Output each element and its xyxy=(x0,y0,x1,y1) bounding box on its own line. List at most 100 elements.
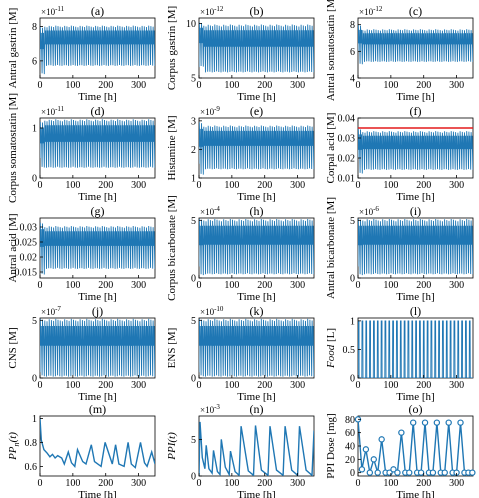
data-point xyxy=(457,419,464,426)
subplot-m: 0 100 200 300 0.6 0.8 1 Time [h] (m) PPn(t) xyxy=(7,402,156,498)
subplot-h: 0 100 200 300 0 5 Time [h] (h) ×10-4 Corpus bicar… xyxy=(166,195,315,303)
x-tick-label: 300 xyxy=(290,180,305,191)
x-tick-label: 0 xyxy=(197,80,202,91)
x-tick-label: 300 xyxy=(290,478,305,489)
y-tick-label: 3 xyxy=(191,116,196,127)
x-tick-label: 100 xyxy=(65,478,80,489)
x-axis-label: Time [h] xyxy=(237,291,275,303)
x-tick-label: 0 xyxy=(356,80,361,91)
x-axis-label: Time [h] xyxy=(78,91,116,103)
series-line xyxy=(40,25,155,75)
y-tick-label: 0 xyxy=(32,374,37,385)
y-tick-label: 8 xyxy=(350,20,355,31)
x-tick-label: 100 xyxy=(65,180,80,191)
panel-label: (k) xyxy=(250,304,264,318)
x-tick-label: 0 xyxy=(197,180,202,191)
y-axis-label: CNS [M] xyxy=(7,327,19,368)
y-tick-label: 5 xyxy=(191,74,196,85)
x-tick-label: 200 xyxy=(416,280,431,291)
x-tick-label: 0 xyxy=(38,478,43,489)
panel-label: (c) xyxy=(409,4,422,18)
x-axis-label: Time [h] xyxy=(396,191,434,203)
x-tick-label: 200 xyxy=(416,478,431,489)
y-tick-label: 0 xyxy=(350,374,355,385)
series-line xyxy=(358,419,473,475)
data-point xyxy=(417,469,425,476)
y-tick-label: 0.03 xyxy=(338,134,356,145)
x-tick-label: 200 xyxy=(257,380,272,391)
x-axis-label: Time [h] xyxy=(396,91,434,103)
y-tick-label: 5 xyxy=(32,316,37,327)
series-line xyxy=(40,318,155,377)
y-axis-label: Antral gastrin [M] xyxy=(7,8,19,89)
y-tick-label: 8 xyxy=(32,22,37,33)
y-tick-label: 10 xyxy=(186,19,196,30)
x-tick-label: 200 xyxy=(98,380,113,391)
series-line xyxy=(199,22,314,73)
y-tick-label: 0 xyxy=(191,374,196,385)
x-axis-label: Time [h] xyxy=(237,91,275,103)
x-tick-label: 100 xyxy=(224,380,239,391)
y-tick-label: 6 xyxy=(32,56,37,67)
panel-label: (g) xyxy=(91,204,105,218)
x-tick-label: 200 xyxy=(98,478,113,489)
x-tick-label: 0 xyxy=(38,280,43,291)
data-point xyxy=(445,419,452,426)
y-tick-label: 1 xyxy=(191,174,196,185)
y-tick-label: 40 xyxy=(345,442,355,453)
panel-label: (n) xyxy=(250,402,264,416)
x-tick-label: 100 xyxy=(383,380,398,391)
y-tick-label: 6 xyxy=(350,47,355,58)
y-tick-label: 0.5 xyxy=(343,345,356,356)
y-axis-label: Corpal acid [M] xyxy=(325,113,337,184)
y-tick-label: 5 xyxy=(191,216,196,227)
x-axis-label: Time [h] xyxy=(396,489,434,498)
y-axis-label: Antral acid [M] xyxy=(7,213,19,282)
y-tick-label: 5 xyxy=(191,435,196,446)
x-tick-label: 0 xyxy=(38,80,43,91)
y-axis-label: ENS [M] xyxy=(166,328,178,369)
data-point xyxy=(374,469,381,476)
x-tick-label: 300 xyxy=(449,380,464,391)
y-axis-label: PPI Dose [mg] xyxy=(325,413,337,478)
data-point xyxy=(421,419,429,426)
x-tick-label: 300 xyxy=(449,180,464,191)
x-tick-label: 300 xyxy=(131,180,146,191)
series-line xyxy=(40,119,155,168)
x-tick-label: 100 xyxy=(224,478,239,489)
x-tick-label: 0 xyxy=(38,380,43,391)
x-axis-label: Time [h] xyxy=(396,391,434,403)
data-point xyxy=(366,469,374,476)
y-tick-label: 0 xyxy=(350,468,355,479)
x-tick-label: 200 xyxy=(98,80,113,91)
y-tick-label: 4 xyxy=(350,74,355,85)
x-tick-label: 100 xyxy=(65,80,80,91)
subplot-g: 0 100 200 300 0.015 0.02 0.025 0.03 Time [h] (g) A… xyxy=(7,204,156,303)
x-tick-label: 300 xyxy=(131,280,146,291)
y-tick-label: 0.015 xyxy=(15,268,38,279)
x-tick-label: 0 xyxy=(356,280,361,291)
y-tick-label: 80 xyxy=(345,415,355,426)
y-tick-label: 0.04 xyxy=(338,114,356,125)
y-tick-label: 0.03 xyxy=(20,223,38,234)
x-tick-label: 200 xyxy=(416,180,431,191)
y-tick-label: 0 xyxy=(350,274,355,285)
data-point xyxy=(441,469,448,476)
series-line xyxy=(40,222,155,275)
x-tick-label: 100 xyxy=(383,280,398,291)
axes-frame xyxy=(39,415,156,477)
panel-label: (b) xyxy=(250,4,264,18)
x-axis-label: Time [h] xyxy=(396,291,434,303)
subplot-i: 0 100 200 300 0 5 Time [h] (i) ×10-6 Antral bicar… xyxy=(325,197,474,303)
y-tick-label: 0.6 xyxy=(25,462,38,473)
x-tick-label: 100 xyxy=(383,478,398,489)
x-tick-label: 200 xyxy=(257,478,272,489)
series-line xyxy=(358,24,473,65)
scale-factor: ×10-7 xyxy=(41,305,61,317)
x-tick-label: 100 xyxy=(383,180,398,191)
x-tick-label: 300 xyxy=(131,80,146,91)
y-axis-label: Food [L] xyxy=(325,328,337,369)
x-tick-label: 300 xyxy=(449,280,464,291)
y-axis-label: PPI(t) xyxy=(166,432,178,461)
